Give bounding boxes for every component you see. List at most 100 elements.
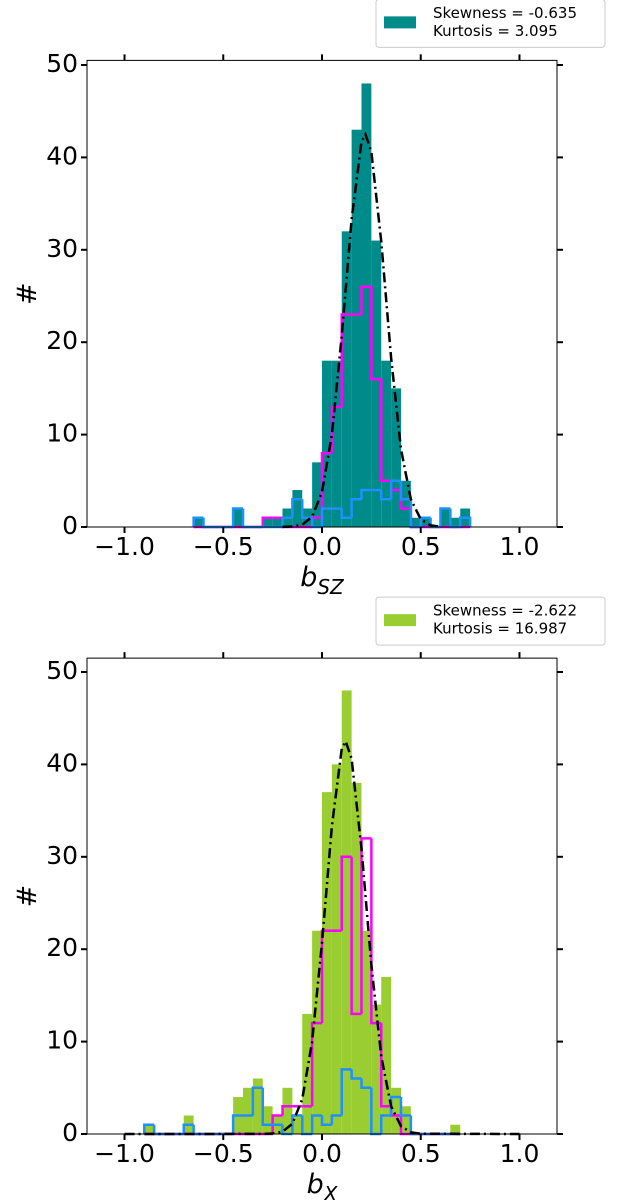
step-segment (320, 451, 332, 518)
bar (341, 231, 352, 527)
step-segment (350, 1069, 362, 1080)
step-segment (291, 1114, 303, 1134)
step-segment (458, 516, 472, 527)
legend-swatch (384, 16, 416, 29)
y-tick-label: 0 (62, 1118, 78, 1147)
bar (312, 462, 322, 527)
y-tick-label: 40 (46, 141, 78, 170)
legend-box (375, 596, 606, 646)
step-segment (291, 498, 303, 518)
step-segment (340, 313, 352, 407)
bar (292, 490, 303, 527)
step-segment (152, 1124, 165, 1136)
step-segment (192, 516, 204, 527)
x-label-main: b (307, 1169, 324, 1200)
step-segment (379, 379, 392, 483)
bar (371, 240, 382, 527)
step-segment (340, 855, 352, 931)
bar (262, 517, 273, 527)
step-segment (389, 1095, 401, 1116)
bar (391, 1087, 401, 1134)
legend-label: Kurtosis = 16.987 (433, 620, 567, 638)
y-axis-label: # (12, 282, 43, 305)
step-segment (389, 479, 401, 500)
x-label-sub: X (323, 1182, 339, 1200)
step-segment (350, 856, 362, 1016)
x-tick-label: 0.5 (401, 532, 441, 561)
bar (381, 976, 392, 1134)
bar (272, 517, 283, 527)
step-segment (143, 1123, 155, 1134)
bar (450, 1124, 461, 1134)
step-segment (379, 490, 392, 501)
step-segment (301, 499, 313, 520)
bar (292, 1115, 303, 1134)
step-segment (399, 1097, 411, 1117)
y-tick-label: 20 (46, 326, 78, 355)
bar (331, 764, 342, 1134)
bar (410, 517, 421, 527)
x-tick-label: −1.0 (94, 1139, 155, 1168)
bar (351, 129, 362, 527)
y-tick-label: 10 (46, 419, 78, 448)
step-segment (320, 507, 332, 527)
bar (243, 1087, 253, 1134)
bar (361, 83, 372, 527)
step-segment (370, 838, 382, 1025)
step-segment (202, 517, 214, 529)
step-segment (231, 507, 244, 527)
legend-label: Skewness = -2.622 (433, 602, 577, 620)
bar (351, 782, 362, 1134)
bar (361, 930, 372, 1134)
step-segment (360, 837, 372, 1014)
bar (341, 690, 352, 1134)
step-segment (330, 1114, 342, 1125)
x-tick-label: 0.5 (401, 1139, 441, 1168)
step-segment (340, 1068, 352, 1116)
step-segment (261, 516, 273, 527)
bar (391, 388, 401, 527)
step-segment (182, 1123, 194, 1134)
x-axis-label: bX (307, 1169, 339, 1200)
step-segment (350, 498, 362, 518)
bar (312, 930, 322, 1134)
y-tick-label: 30 (46, 234, 78, 263)
bar (440, 508, 451, 527)
plot (192, 83, 472, 529)
bar (282, 1087, 293, 1134)
bar (233, 508, 244, 527)
legend-swatch (384, 614, 416, 627)
step-segment (379, 1023, 392, 1108)
bar (420, 517, 431, 527)
x-tick-label: −0.5 (193, 532, 254, 561)
step-segment (320, 1115, 332, 1127)
y-tick-label: 50 (46, 49, 78, 78)
legend-label: Skewness = -0.635 (433, 4, 577, 22)
step-segment (370, 286, 382, 381)
x-tick-label: 0.0 (302, 532, 342, 561)
step-segment (360, 285, 372, 315)
plot (124, 690, 520, 1136)
bar (252, 1078, 263, 1134)
y-tick-label: 10 (46, 1026, 78, 1055)
step-segment (251, 1086, 263, 1116)
legend-label: Kurtosis = 3.095 (433, 22, 558, 40)
bar (371, 1004, 382, 1134)
bar (144, 1124, 155, 1134)
step-segment (310, 1021, 322, 1107)
x-tick-label: 0.0 (302, 1139, 342, 1168)
step-segment (360, 1078, 372, 1090)
step-segment (379, 1114, 392, 1134)
step-segment (192, 1124, 204, 1136)
y-tick-label: 30 (46, 841, 78, 870)
y-tick-label: 0 (62, 511, 78, 540)
x-tick-label: 1.0 (500, 532, 540, 561)
bar (322, 360, 332, 527)
step-segment (340, 508, 352, 520)
step-segment (409, 1115, 421, 1136)
step-segment (241, 508, 253, 529)
bar (262, 1106, 273, 1134)
y-tick-label: 40 (46, 748, 78, 777)
